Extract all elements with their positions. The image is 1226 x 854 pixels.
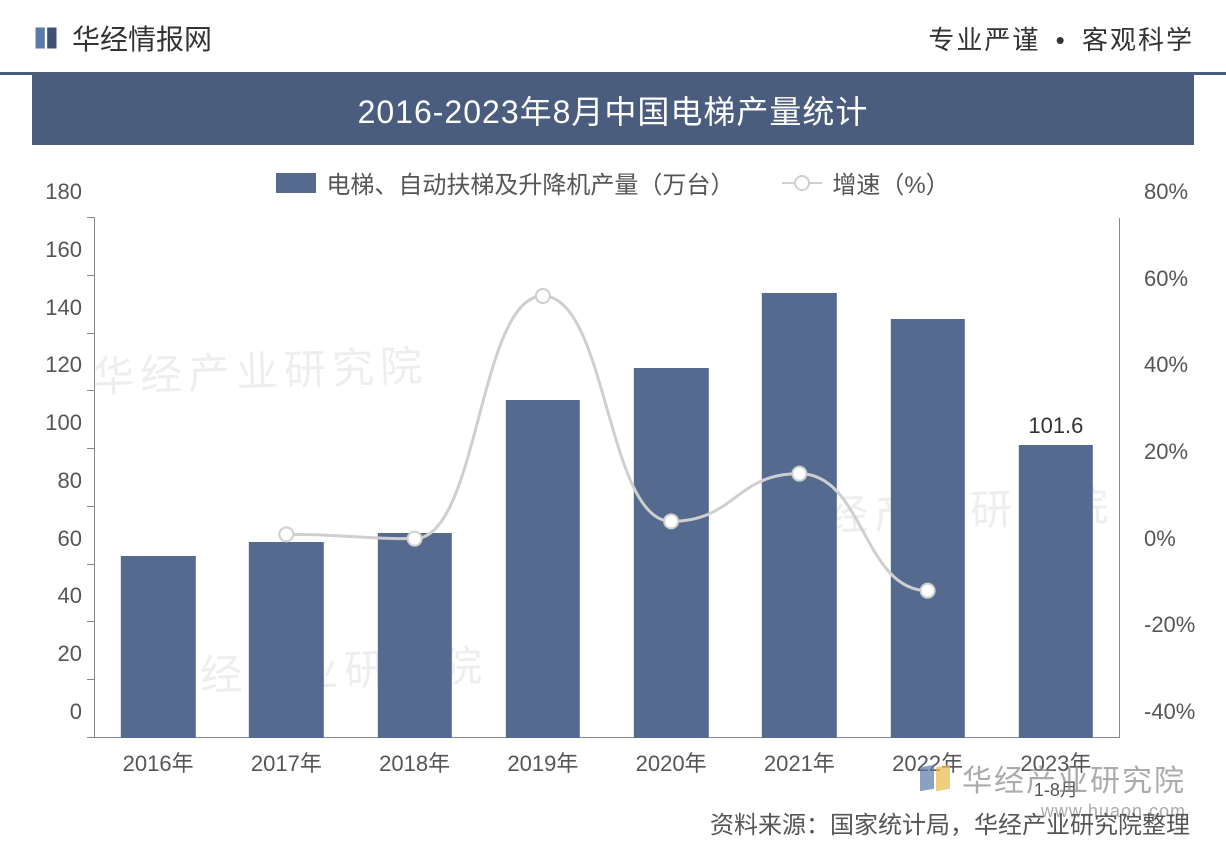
tagline-right: 客观科学 bbox=[1082, 25, 1194, 55]
y-right-tick: 60% bbox=[1144, 266, 1188, 292]
y-left-tick: 40 bbox=[58, 583, 82, 609]
x-label: 2019年 bbox=[479, 738, 607, 808]
legend-line-item: 增速（%） bbox=[782, 165, 949, 200]
line-layer bbox=[94, 218, 1120, 738]
x-label: 2020年 bbox=[607, 738, 735, 808]
chart-area: 华经产业研究院 华经产业研究院 华经产业研究院 0204060801001201… bbox=[32, 218, 1194, 808]
x-label: 2021年 bbox=[735, 738, 863, 808]
line-marker bbox=[792, 467, 806, 481]
legend-bar-swatch bbox=[276, 173, 316, 193]
y-left-tick: 100 bbox=[45, 410, 82, 436]
tagline-left: 专业严谨 bbox=[928, 25, 1040, 55]
line-marker bbox=[921, 584, 935, 598]
legend-bar-label: 电梯、自动扶梯及升降机产量（万台） bbox=[326, 165, 734, 200]
y-axis-left: 020406080100120140160180 bbox=[32, 218, 90, 738]
line-marker bbox=[536, 289, 550, 303]
watermark-text: 华经产业研究院 bbox=[962, 756, 1186, 800]
x-label: 2018年 bbox=[351, 738, 479, 808]
y-axis-right: -40%-20%0%20%40%60%80% bbox=[1136, 218, 1194, 738]
tagline-sep: • bbox=[1056, 25, 1067, 55]
header: 华经情报网 专业严谨 • 客观科学 bbox=[0, 0, 1226, 75]
y-left-tick: 160 bbox=[45, 237, 82, 263]
growth-line bbox=[286, 296, 927, 591]
watermark: 华经产业研究院 bbox=[920, 756, 1186, 800]
chart-title: 2016-2023年8月中国电梯产量统计 bbox=[32, 87, 1194, 133]
logo-icon bbox=[32, 24, 60, 52]
y-right-tick: -20% bbox=[1144, 612, 1195, 638]
legend-line-label: 增速（%） bbox=[832, 165, 949, 200]
y-left-tick: 60 bbox=[58, 526, 82, 552]
site-name: 华经情报网 bbox=[72, 18, 212, 58]
x-label: 2016年 bbox=[94, 738, 222, 808]
plot-area: 101.6 bbox=[94, 218, 1120, 738]
y-right-tick: 0% bbox=[1144, 526, 1176, 552]
source-text: 资料来源：国家统计局，华经产业研究院整理 bbox=[710, 805, 1190, 840]
y-right-tick: 40% bbox=[1144, 352, 1188, 378]
y-left-tick: 120 bbox=[45, 352, 82, 378]
tagline: 专业严谨 • 客观科学 bbox=[928, 20, 1194, 57]
chart-title-bar: 2016-2023年8月中国电梯产量统计 bbox=[32, 75, 1194, 145]
legend: 电梯、自动扶梯及升降机产量（万台） 增速（%） bbox=[0, 145, 1226, 208]
logo: 华经情报网 bbox=[32, 18, 212, 58]
y-left-tick: 20 bbox=[58, 641, 82, 667]
x-label: 2017年 bbox=[222, 738, 350, 808]
y-right-tick: -40% bbox=[1144, 699, 1195, 725]
line-marker bbox=[664, 514, 678, 528]
y-left-tick: 180 bbox=[45, 179, 82, 205]
y-left-tick: 0 bbox=[70, 699, 82, 725]
y-right-tick: 20% bbox=[1144, 439, 1188, 465]
y-left-tick: 80 bbox=[58, 468, 82, 494]
y-right-tick: 80% bbox=[1144, 179, 1188, 205]
line-marker bbox=[279, 527, 293, 541]
legend-bar-item: 电梯、自动扶梯及升降机产量（万台） bbox=[276, 165, 734, 200]
line-marker bbox=[408, 532, 422, 546]
legend-line-swatch bbox=[782, 182, 822, 184]
watermark-icon bbox=[920, 766, 950, 790]
y-left-tick: 140 bbox=[45, 295, 82, 321]
